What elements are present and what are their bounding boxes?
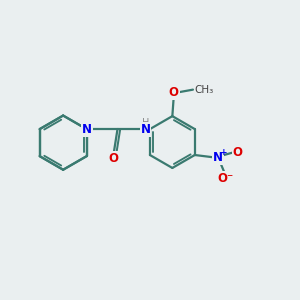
Text: +: + — [220, 148, 227, 157]
Text: O: O — [232, 146, 242, 159]
Text: H: H — [142, 118, 149, 128]
Text: N: N — [82, 123, 92, 136]
Text: O: O — [108, 152, 118, 165]
Text: N: N — [140, 123, 151, 136]
Text: CH₃: CH₃ — [194, 85, 214, 94]
Text: O: O — [169, 86, 179, 99]
Text: O⁻: O⁻ — [218, 172, 234, 185]
Text: N: N — [213, 152, 223, 164]
